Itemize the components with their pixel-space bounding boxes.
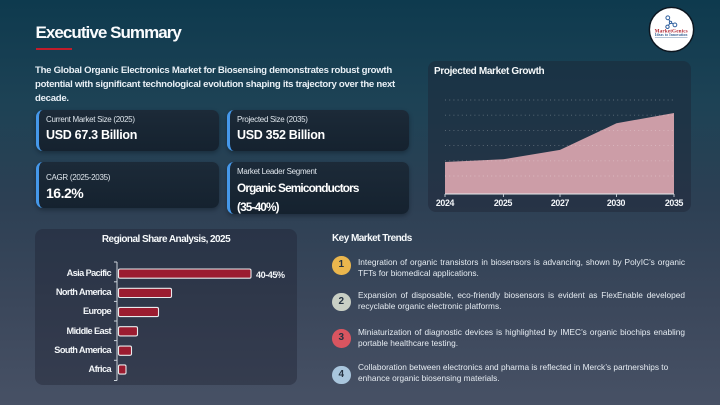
- svg-text:Ideas to Innovation: Ideas to Innovation: [655, 33, 688, 37]
- svg-text:MarketGenics: MarketGenics: [655, 29, 688, 35]
